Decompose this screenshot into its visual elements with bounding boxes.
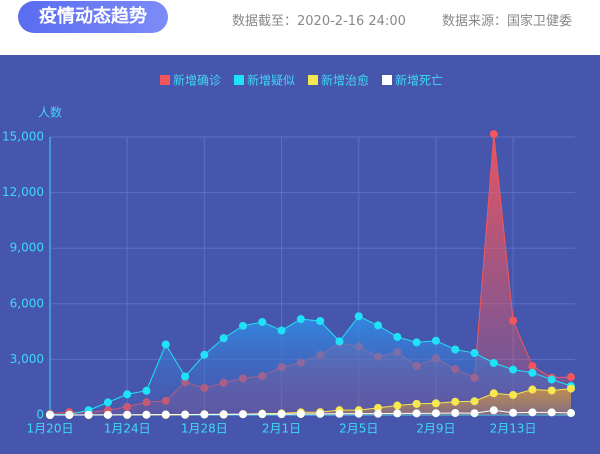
y-tick-label: 6,000 <box>10 296 44 310</box>
title-button[interactable]: 疫情动态趋势 <box>18 1 168 33</box>
data-point <box>296 409 305 418</box>
x-tick-label: 1月20日 <box>27 422 74 436</box>
data-point <box>84 410 93 419</box>
update-time: 数据截至：2020-2-16 24:00 <box>232 14 406 29</box>
data-point <box>451 345 460 354</box>
x-tick-label: 2月1日 <box>262 422 301 436</box>
data-point <box>489 358 498 367</box>
data-point <box>528 368 537 377</box>
data-point <box>335 337 344 346</box>
y-tick-label: 15,000 <box>2 130 44 144</box>
legend-label: 新增确诊 <box>173 73 221 88</box>
data-point <box>200 350 209 359</box>
data-point <box>258 317 267 326</box>
data-point <box>431 409 440 418</box>
data-point <box>509 316 518 325</box>
data-point <box>258 410 267 419</box>
data-point <box>238 321 247 330</box>
x-tick-label: 2月13日 <box>490 422 537 436</box>
x-tick-label: 1月24日 <box>104 422 151 436</box>
data-point <box>470 409 479 418</box>
data-point <box>451 397 460 406</box>
data-point <box>528 385 537 394</box>
data-point <box>451 408 460 417</box>
data-point <box>567 384 575 393</box>
x-tick-label: 2月5日 <box>339 422 378 436</box>
data-point <box>547 375 556 384</box>
series-line <box>49 315 572 416</box>
data-point <box>547 386 556 395</box>
data-point <box>374 321 383 330</box>
data-point <box>393 401 402 410</box>
data-point <box>393 409 402 418</box>
data-point <box>354 409 363 418</box>
x-tick-label: 1月28日 <box>181 422 228 436</box>
data-point <box>509 365 518 374</box>
legend-swatch <box>160 75 170 85</box>
legend-label: 新增治愈 <box>321 73 369 88</box>
data-point <box>161 410 170 419</box>
data-point <box>181 410 190 419</box>
data-point <box>65 410 74 419</box>
data-point <box>103 410 112 419</box>
data-point <box>509 390 518 399</box>
data-point <box>277 326 286 335</box>
data-point <box>547 408 556 417</box>
data-source: 数据来源：国家卫健委 <box>442 14 573 29</box>
series-area <box>50 316 571 415</box>
data-point <box>489 130 498 139</box>
data-point <box>219 334 228 343</box>
data-point <box>431 399 440 408</box>
header: 疫情动态趋势 数据截至：2020-2-16 24:00 数据来源：国家卫健委 <box>0 0 600 55</box>
data-point <box>374 403 383 412</box>
data-point <box>277 410 286 419</box>
data-point <box>123 390 132 399</box>
x-tick-label: 2月9日 <box>416 422 455 436</box>
data-point <box>528 362 537 371</box>
data-point <box>412 409 421 418</box>
data-point <box>219 410 228 419</box>
series-area <box>50 388 571 415</box>
data-point <box>509 408 518 417</box>
legend-label: 新增疑似 <box>247 73 295 88</box>
data-point <box>528 408 537 417</box>
data-point <box>489 389 498 398</box>
data-point <box>393 332 402 341</box>
chart: 人数 0 3,000 6,000 9,000 12,000 15,000 1月20日 1月24… <box>0 55 600 454</box>
data-point <box>354 312 363 321</box>
data-point <box>181 372 190 381</box>
data-point <box>161 340 170 349</box>
data-point <box>123 410 132 419</box>
data-point <box>412 399 421 408</box>
y-tick-label: 0 <box>36 408 44 422</box>
data-point <box>103 398 112 407</box>
series-line <box>49 409 572 416</box>
data-point <box>238 410 247 419</box>
data-point <box>335 409 344 418</box>
data-point <box>46 411 54 419</box>
data-point <box>470 397 479 406</box>
data-point <box>316 409 325 418</box>
data-point <box>412 338 421 347</box>
y-tick-label: 12,000 <box>2 185 44 199</box>
data-point <box>489 406 498 415</box>
legend-swatch <box>382 75 392 85</box>
data-point <box>142 410 151 419</box>
data-point <box>200 410 209 419</box>
legend-swatch <box>234 75 244 85</box>
data-point <box>316 316 325 325</box>
data-point <box>431 336 440 345</box>
data-point <box>142 386 151 395</box>
data-point <box>567 409 575 418</box>
y-axis-label: 人数 <box>38 105 62 120</box>
data-point <box>470 349 479 358</box>
y-tick-label: 9,000 <box>10 241 44 255</box>
legend-label: 新增死亡 <box>395 73 443 88</box>
data-point <box>374 409 383 418</box>
data-point <box>296 315 305 324</box>
legend-swatch <box>308 75 318 85</box>
data-point <box>567 373 575 382</box>
y-tick-label: 3,000 <box>10 352 44 366</box>
